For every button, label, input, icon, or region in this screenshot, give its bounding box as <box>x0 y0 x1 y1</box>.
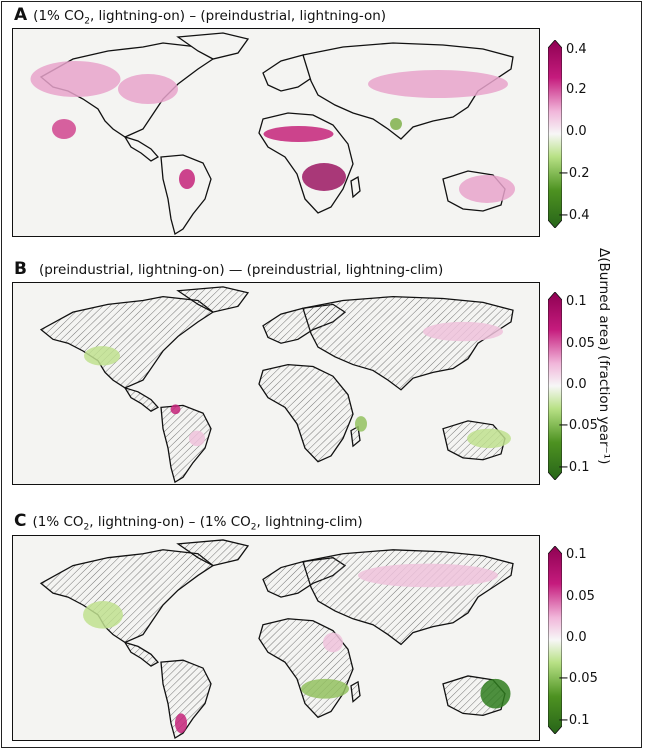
cbar-b-tick-1: 0.05 <box>566 336 595 351</box>
world-map-a <box>30 32 515 236</box>
burned-area-anomaly-8 <box>390 118 402 130</box>
panel-c-letter: C <box>14 511 27 531</box>
burned-area-anomaly-2 <box>175 713 187 734</box>
cbar-a-tick-4: −0.4 <box>558 208 590 223</box>
north-america-landmass <box>39 295 215 389</box>
panel-c-title-part3: , lightning-clim) <box>256 514 363 530</box>
burned-area-anomaly-1 <box>83 601 123 629</box>
central-america-landmass <box>123 135 160 162</box>
burned-area-anomaly-0 <box>358 563 498 588</box>
panel-c-title-part2: , lightning-on) – (1% CO <box>89 514 251 530</box>
cbar-a-tick-2: 0.0 <box>566 124 587 139</box>
panel-a-title-sub: 2 <box>84 16 90 27</box>
burned-area-anomaly-0 <box>423 321 503 342</box>
cbar-b-tick-3: −0.05 <box>558 418 598 433</box>
panel-a-title-part1: (1% CO <box>33 8 85 24</box>
madagascar-landmass <box>350 175 361 199</box>
asia-landmass <box>302 549 514 646</box>
cbar-a-tick-1: 0.2 <box>566 82 587 97</box>
greenland-landmass <box>176 539 250 567</box>
burned-area-anomaly-4 <box>263 126 334 142</box>
colorbar-c-gradient <box>547 545 563 735</box>
panel-c-title-part1: (1% CO <box>32 514 84 530</box>
burned-area-anomaly-2 <box>355 416 367 432</box>
cbar-b-tick-4: −0.1 <box>558 460 590 475</box>
panel-b-letter: B <box>14 259 27 279</box>
colorbar-label: Δ(Burned area) (fraction year⁻¹) <box>596 248 612 465</box>
burned-area-anomaly-3 <box>179 169 195 189</box>
burned-area-anomaly-4 <box>301 678 349 699</box>
cbar-c-tick-2: 0.0 <box>566 630 587 645</box>
burned-area-anomaly-7 <box>459 175 515 203</box>
panel-a-title: A (1% CO2, lightning-on) – (preindustrial… <box>14 5 386 27</box>
burned-area-anomaly-3 <box>480 678 511 709</box>
africa-landmass <box>258 363 354 463</box>
cbar-c-tick-0: 0.1 <box>566 547 587 562</box>
central-america-landmass <box>123 386 160 412</box>
south-america-landmass <box>160 404 212 484</box>
panel-a-letter: A <box>14 5 28 25</box>
africa-landmass <box>258 618 354 719</box>
burned-area-anomaly-6 <box>368 70 508 98</box>
panel-c-title-sub: 2 <box>83 522 90 533</box>
cbar-b-tick-0: 0.1 <box>566 294 587 309</box>
colorbar-b-gradient <box>547 291 563 481</box>
burned-area-anomaly-5 <box>189 430 205 447</box>
cbar-b-tick-2: 0.0 <box>566 377 587 392</box>
burned-area-anomaly-2 <box>52 119 76 139</box>
world-map-b <box>39 286 514 484</box>
madagascar-landmass <box>350 425 361 448</box>
world-map-c <box>39 539 514 740</box>
map-panel-c <box>12 535 540 741</box>
map-panel-a <box>12 28 540 237</box>
colorbar-a-gradient <box>547 39 563 229</box>
panel-a-title-part2: , lightning-on) – (preindustrial, lightn… <box>89 8 387 24</box>
greenland-landmass <box>176 32 250 60</box>
cbar-c-tick-4: −0.1 <box>558 713 590 728</box>
panel-c-title-sub2: 2 <box>250 522 257 533</box>
madagascar-landmass <box>350 680 361 703</box>
burned-area-anomaly-5 <box>302 163 346 191</box>
burned-area-anomaly-1 <box>84 346 120 366</box>
cbar-a-tick-3: −0.2 <box>558 166 590 181</box>
colorbar-b <box>547 291 563 481</box>
panel-c-title: C (1% CO2, lightning-on) – (1% CO2, light… <box>14 511 363 533</box>
south-america-landmass <box>160 154 212 236</box>
cbar-c-tick-1: 0.05 <box>566 589 595 604</box>
map-panel-b <box>12 282 540 485</box>
burned-area-anomaly-5 <box>323 632 343 653</box>
panel-b-title: B (preindustrial, lightning-on) — (preind… <box>14 259 443 279</box>
north-america-landmass <box>39 549 215 644</box>
south-america-landmass <box>160 659 212 740</box>
cbar-c-tick-3: −0.05 <box>558 671 598 686</box>
panel-b-title-part1: (preindustrial, lightning-on) — (preindu… <box>38 262 444 278</box>
central-america-landmass <box>123 641 160 667</box>
cbar-a-tick-0: 0.4 <box>566 42 587 57</box>
burned-area-anomaly-4 <box>467 428 511 449</box>
asia-landmass <box>302 295 514 391</box>
burned-area-anomaly-1 <box>118 74 178 104</box>
burned-area-anomaly-3 <box>170 404 181 415</box>
burned-area-anomaly-0 <box>30 61 121 97</box>
colorbar-a <box>547 39 563 229</box>
colorbar-c <box>547 545 563 735</box>
greenland-landmass <box>176 286 250 313</box>
